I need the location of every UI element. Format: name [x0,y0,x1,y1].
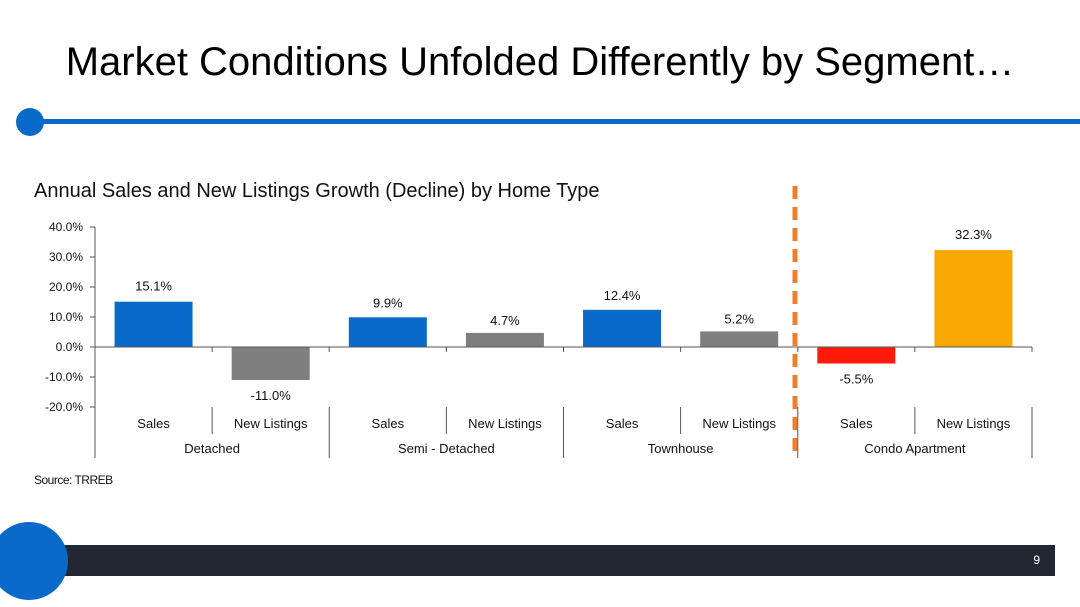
bar-1 [231,347,310,380]
y-tick-label: 30.0% [49,250,83,264]
footer-accent-dot [0,522,68,600]
group-label-0: Detached [184,441,240,456]
group-label-3: Condo Apartment [864,441,966,456]
bar-0 [114,301,193,347]
chart-title: Annual Sales and New Listings Growth (De… [34,180,600,202]
group-label-2: Townhouse [648,441,714,456]
y-tick-label: 10.0% [49,310,83,324]
category-label-7: New Listings [937,416,1011,431]
category-label-4: Sales [606,416,639,431]
data-label-5: 5.2% [724,311,754,326]
category-label-1: New Listings [234,416,308,431]
title-rule [30,119,1080,124]
bar-4 [583,309,662,347]
group-label-1: Semi - Detached [398,441,495,456]
data-label-6: -5.5% [839,372,873,387]
source-note: Source: TRREB [34,473,113,487]
category-label-2: Sales [372,416,405,431]
bar-3 [465,332,544,347]
bar-chart: 40.0% 30.0% 20.0% 10.0% 0.0% -10.0% -20.0% 15.1… [45,186,1033,458]
y-tick-label: -10.0% [45,370,83,384]
y-tick-label: 0.0% [56,340,84,354]
bar-7 [934,250,1013,347]
y-tick-label: -20.0% [45,400,83,414]
category-label-5: New Listings [702,416,776,431]
data-label-7: 32.3% [955,227,992,242]
title-accent-dot [16,108,44,136]
slide-title: Market Conditions Unfolded Differently b… [65,40,1015,84]
data-label-1: -11.0% [251,388,292,403]
data-label-3: 4.7% [490,313,520,328]
page-number: 9 [1033,553,1040,567]
category-label-0: Sales [137,416,170,431]
data-label-0: 15.1% [135,279,172,294]
bar-5 [700,331,779,347]
category-label-6: Sales [840,416,873,431]
bar-6 [817,347,896,364]
y-tick-label: 20.0% [49,280,83,294]
bar-2 [348,317,427,347]
category-label-3: New Listings [468,416,542,431]
data-label-2: 9.9% [373,295,403,310]
y-tick-label: 40.0% [49,220,83,234]
data-label-4: 12.4% [604,288,641,303]
footer-bar [0,545,1055,576]
